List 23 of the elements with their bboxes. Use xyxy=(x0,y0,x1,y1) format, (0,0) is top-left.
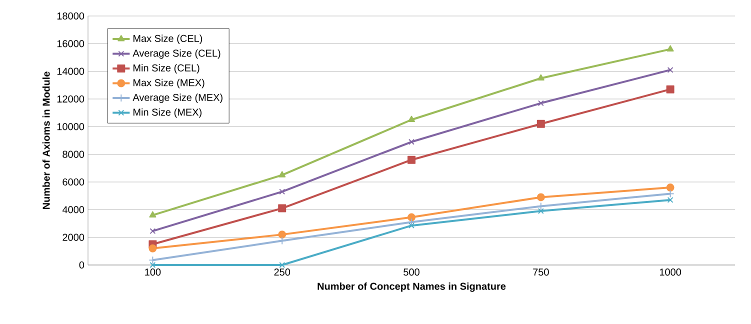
legend-label: Max Size (CEL) xyxy=(134,34,202,44)
x-tick-label: 750 xyxy=(533,268,549,276)
y-axis-title: Number of Axioms in Module xyxy=(42,72,50,209)
y-tick-label: 10000 xyxy=(57,123,84,130)
y-tick-label: 14000 xyxy=(57,68,84,75)
y-tick-label: 12000 xyxy=(57,95,84,103)
y-tick-label: 18000 xyxy=(57,12,84,20)
x-axis-title: Number of Concept Names in Signature xyxy=(318,282,506,292)
y-tick-label: 4000 xyxy=(62,206,84,214)
x-tick-label: 500 xyxy=(404,268,420,276)
legend-label: Min Size (CEL) xyxy=(134,64,200,74)
y-tick-label: 16000 xyxy=(57,40,84,48)
legend-label: Max Size (MEX) xyxy=(134,78,204,88)
y-tick-label: 0 xyxy=(79,261,84,269)
legend-label: Average Size (CEL) xyxy=(132,49,220,59)
x-tick-label: 250 xyxy=(274,268,290,276)
x-tick-label: 100 xyxy=(145,268,161,276)
legend-label: Min Size (MEX) xyxy=(134,108,202,118)
x-tick-label: 1000 xyxy=(660,268,682,276)
y-tick-label: 6000 xyxy=(62,178,84,186)
y-tick-label: 8000 xyxy=(62,150,84,158)
legend-label: Average Size (MEX) xyxy=(132,94,222,103)
y-tick-label: 2000 xyxy=(62,234,84,241)
